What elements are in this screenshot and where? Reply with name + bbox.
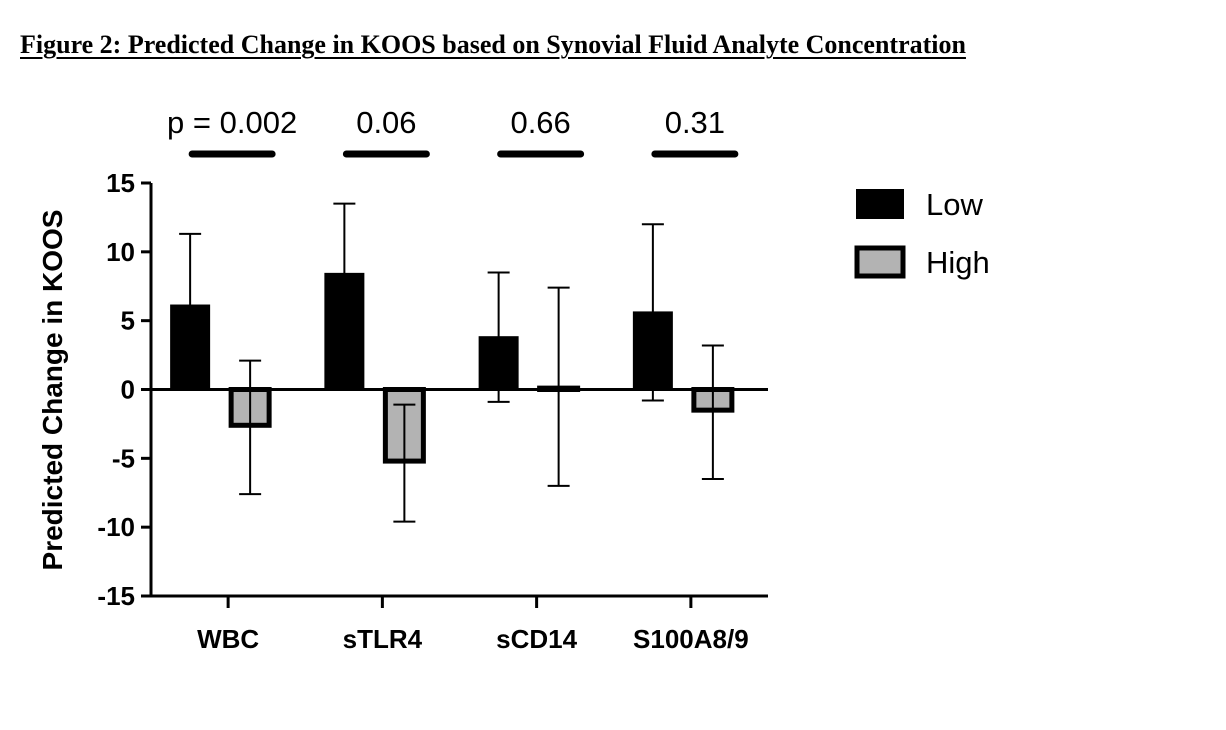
y-tick-label: 10 — [106, 237, 135, 267]
p-value-label: 0.06 — [356, 105, 416, 140]
legend-swatch-high — [854, 245, 906, 279]
legend-label-high: High — [926, 245, 990, 280]
y-tick-label: 0 — [121, 375, 135, 405]
x-tick-label: sCD14 — [496, 624, 577, 654]
bars — [170, 272, 735, 464]
legend-label-low: Low — [926, 187, 983, 222]
y-tick-label: -5 — [112, 443, 135, 473]
legend-swatch-low — [856, 189, 904, 219]
p-value-label: p = 0.002 — [167, 105, 297, 140]
legend: Low High — [854, 187, 990, 280]
p-value-label: 0.31 — [665, 105, 725, 140]
error-bars — [179, 202, 724, 523]
y-tick-label: 15 — [106, 168, 135, 198]
y-tick-label: -15 — [97, 581, 135, 611]
p-value-label: 0.66 — [510, 105, 570, 140]
x-tick-label: S100A8/9 — [633, 624, 749, 654]
y-tick-label: -10 — [97, 512, 135, 542]
x-tick-label: WBC — [197, 624, 259, 654]
axes: 15 10 5 0 -5 -10 -15 WBC sTLR4 sCD14 S100A8/9 — [97, 168, 768, 654]
y-axis-title: Predicted Change in KOOS — [37, 210, 68, 571]
y-tick-label: 5 — [121, 306, 135, 336]
x-tick-label: sTLR4 — [343, 624, 423, 654]
p-value-annotations: p = 0.002 0.06 0.66 0.31 — [167, 105, 739, 158]
figure-title: Figure 2: Predicted Change in KOOS based… — [20, 30, 966, 59]
